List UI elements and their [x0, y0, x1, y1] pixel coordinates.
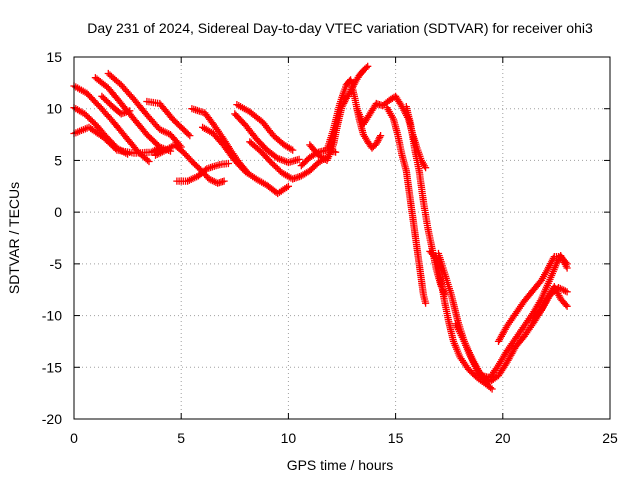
- data-point: [156, 125, 164, 133]
- series-pass-19: [383, 104, 430, 307]
- series-pass-25: [529, 283, 571, 325]
- data-point: [208, 177, 217, 185]
- data-point: [364, 62, 372, 70]
- chart-title: Day 231 of 2024, Sidereal Day-to-day VTE…: [87, 20, 593, 36]
- series-pass-04: [91, 74, 175, 155]
- x-tick-label: 25: [602, 430, 618, 446]
- data-point: [155, 150, 163, 158]
- data-point: [210, 177, 218, 186]
- data-point: [186, 132, 194, 140]
- x-tick-label: 20: [495, 430, 511, 446]
- data-point: [224, 159, 232, 168]
- series-pass-13: [233, 101, 297, 154]
- data-point: [184, 130, 192, 138]
- y-tick-label: 0: [54, 204, 62, 220]
- data-point: [376, 133, 384, 141]
- y-tick-label: -20: [42, 411, 62, 427]
- series-pass-09: [173, 159, 232, 185]
- data-point: [220, 177, 228, 185]
- data-point: [374, 137, 382, 145]
- data-point: [375, 135, 383, 143]
- data-point: [205, 175, 213, 183]
- data-point: [560, 286, 568, 294]
- data-point: [295, 155, 303, 163]
- data-point: [563, 260, 571, 268]
- data-point: [562, 258, 570, 266]
- x-tick-label: 10: [281, 430, 297, 446]
- data-point: [157, 149, 165, 157]
- data-point: [126, 107, 134, 115]
- x-tick-label: 0: [70, 430, 78, 446]
- data-point: [207, 176, 215, 184]
- y-tick-label: -15: [42, 359, 62, 375]
- data-point: [147, 148, 155, 156]
- x-axis-label: GPS time / hours: [287, 457, 394, 473]
- data-point: [422, 299, 430, 307]
- data-point: [372, 140, 380, 148]
- data-point: [562, 301, 570, 309]
- y-tick-label: -10: [42, 308, 62, 324]
- series-pass-06: [98, 92, 134, 118]
- data-point: [277, 156, 285, 164]
- data-point: [284, 182, 292, 190]
- data-point: [287, 145, 295, 153]
- data-point: [151, 151, 160, 159]
- series-pass-17: [323, 76, 385, 154]
- data-point: [153, 150, 161, 158]
- data-point: [143, 156, 152, 164]
- data-point: [488, 385, 496, 393]
- data-point: [561, 287, 569, 295]
- data-point: [563, 288, 571, 296]
- data-point: [377, 132, 385, 140]
- data-point: [558, 285, 566, 293]
- data-point: [422, 164, 430, 172]
- y-tick-label: -5: [50, 256, 63, 272]
- data-points: [70, 62, 571, 393]
- data-point: [119, 109, 127, 117]
- data-point: [151, 146, 159, 155]
- series-pass-24: [494, 253, 571, 345]
- series-pass-12: [231, 110, 303, 167]
- y-tick-label: 5: [54, 152, 62, 168]
- series-pass-08: [151, 141, 228, 187]
- x-tick-label: 15: [388, 430, 404, 446]
- data-point: [373, 138, 381, 146]
- data-point: [289, 146, 297, 154]
- data-point: [145, 157, 153, 166]
- plot-frame: [73, 56, 611, 420]
- series-pass-07: [143, 97, 194, 140]
- y-axis-label: SDTVAR / TECUs: [6, 182, 22, 294]
- axis-ticks: 0 5 10 15 20 25 -20 -15 -10 -5 0 5 10 15: [42, 49, 618, 446]
- x-tick-label: 5: [177, 430, 185, 446]
- data-point: [563, 302, 571, 310]
- y-tick-label: 15: [46, 49, 62, 65]
- series-pass-11: [199, 123, 292, 198]
- y-tick-label: 10: [46, 101, 62, 117]
- data-point: [362, 64, 370, 72]
- data-point: [149, 147, 157, 155]
- data-point: [156, 143, 164, 151]
